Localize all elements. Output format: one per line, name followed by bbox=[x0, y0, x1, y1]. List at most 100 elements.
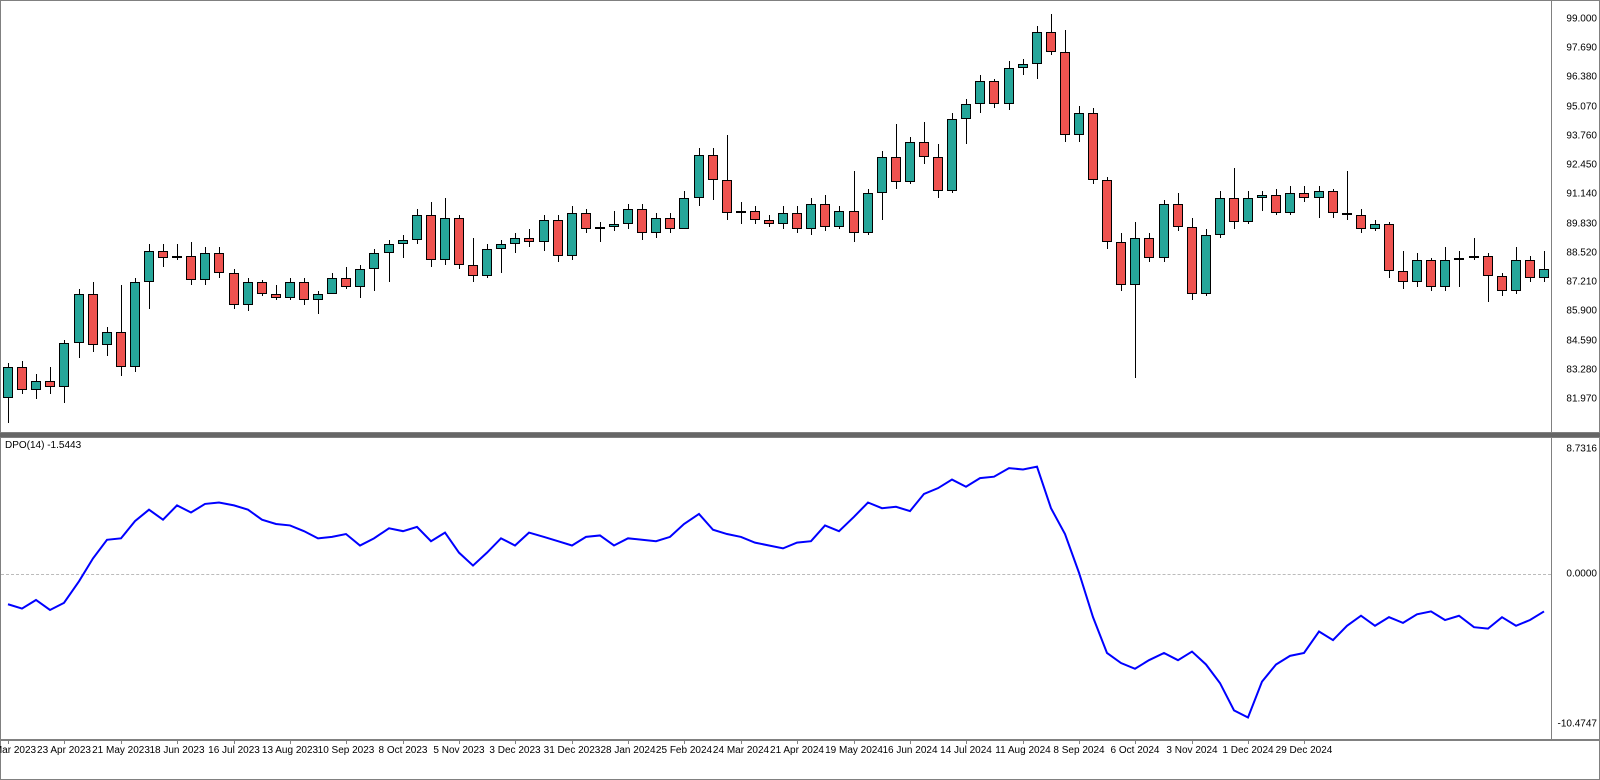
candle-up[interactable] bbox=[1004, 68, 1014, 104]
candle-up[interactable] bbox=[863, 193, 873, 233]
candle-up[interactable] bbox=[1314, 191, 1324, 198]
candle-up[interactable] bbox=[496, 244, 506, 248]
candle-down[interactable] bbox=[45, 381, 55, 388]
candle-down[interactable] bbox=[229, 273, 239, 304]
price-panel[interactable]: 81.97083.28084.59085.90087.21088.52089.8… bbox=[0, 0, 1600, 433]
candle-down[interactable] bbox=[1497, 276, 1507, 292]
price-chart-area[interactable] bbox=[1, 1, 1551, 432]
candle-down[interactable] bbox=[158, 251, 168, 258]
candle-up[interactable] bbox=[609, 224, 619, 226]
candle-up[interactable] bbox=[1469, 256, 1479, 258]
candle-up[interactable] bbox=[1215, 198, 1225, 236]
candle-down[interactable] bbox=[257, 282, 267, 293]
candle-up[interactable] bbox=[1412, 260, 1422, 282]
candle-down[interactable] bbox=[849, 211, 859, 233]
candle-down[interactable] bbox=[1384, 224, 1394, 271]
candle-up[interactable] bbox=[243, 282, 253, 304]
candle-up[interactable] bbox=[1018, 64, 1028, 68]
candle-down[interactable] bbox=[1271, 195, 1281, 213]
candle-down[interactable] bbox=[637, 209, 647, 234]
candle-down[interactable] bbox=[891, 157, 901, 182]
candle-down[interactable] bbox=[214, 253, 224, 273]
candle-down[interactable] bbox=[468, 265, 478, 276]
candle-up[interactable] bbox=[975, 81, 985, 103]
candle-up[interactable] bbox=[285, 282, 295, 298]
candle-up[interactable] bbox=[694, 155, 704, 197]
candle-up[interactable] bbox=[355, 269, 365, 287]
candle-down[interactable] bbox=[1398, 271, 1408, 282]
candle-down[interactable] bbox=[1102, 180, 1112, 243]
candle-up[interactable] bbox=[1511, 260, 1521, 291]
candle-up[interactable] bbox=[1370, 224, 1380, 228]
candle-down[interactable] bbox=[1483, 256, 1493, 276]
candle-up[interactable] bbox=[1159, 204, 1169, 258]
candle-down[interactable] bbox=[17, 367, 27, 389]
candle-down[interactable] bbox=[581, 213, 591, 229]
candle-up[interactable] bbox=[398, 240, 408, 244]
candle-down[interactable] bbox=[1426, 260, 1436, 287]
indicator-panel[interactable]: DPO(14) -1.5443 8.73160.0000-10.4747 bbox=[0, 437, 1600, 740]
candle-up[interactable] bbox=[369, 253, 379, 269]
candle-down[interactable] bbox=[1229, 198, 1239, 223]
candle-down[interactable] bbox=[1299, 193, 1309, 197]
candle-down[interactable] bbox=[1342, 213, 1352, 215]
candle-up[interactable] bbox=[778, 213, 788, 224]
candle-up[interactable] bbox=[440, 218, 450, 260]
candle-up[interactable] bbox=[1285, 193, 1295, 213]
candle-up[interactable] bbox=[31, 381, 41, 390]
candle-down[interactable] bbox=[665, 218, 675, 229]
candle-up[interactable] bbox=[539, 220, 549, 242]
candle-down[interactable] bbox=[722, 180, 732, 213]
candle-down[interactable] bbox=[186, 256, 196, 281]
candle-up[interactable] bbox=[651, 218, 661, 234]
candle-up[interactable] bbox=[130, 282, 140, 367]
candle-down[interactable] bbox=[454, 218, 464, 265]
candle-down[interactable] bbox=[299, 282, 309, 300]
candle-up[interactable] bbox=[1243, 198, 1253, 223]
candle-down[interactable] bbox=[919, 142, 929, 158]
candle-down[interactable] bbox=[116, 332, 126, 368]
candle-up[interactable] bbox=[1440, 260, 1450, 287]
candle-down[interactable] bbox=[1144, 238, 1154, 258]
candle-down[interactable] bbox=[553, 220, 563, 256]
candle-down[interactable] bbox=[271, 294, 281, 298]
candle-up[interactable] bbox=[834, 211, 844, 227]
candle-up[interactable] bbox=[384, 244, 394, 253]
candle-down[interactable] bbox=[1328, 191, 1338, 213]
candle-down[interactable] bbox=[989, 81, 999, 103]
candle-up[interactable] bbox=[595, 227, 605, 229]
candle-up[interactable] bbox=[482, 249, 492, 276]
candle-up[interactable] bbox=[59, 343, 69, 388]
candle-down[interactable] bbox=[1173, 204, 1183, 226]
candle-up[interactable] bbox=[102, 332, 112, 345]
candle-up[interactable] bbox=[947, 119, 957, 190]
candle-down[interactable] bbox=[1060, 52, 1070, 135]
candle-up[interactable] bbox=[313, 294, 323, 301]
candle-up[interactable] bbox=[1539, 269, 1549, 278]
candle-down[interactable] bbox=[1187, 227, 1197, 294]
candle-up[interactable] bbox=[1257, 195, 1267, 197]
candle-up[interactable] bbox=[172, 256, 182, 258]
candle-up[interactable] bbox=[1201, 235, 1211, 293]
candle-up[interactable] bbox=[961, 104, 971, 120]
candle-up[interactable] bbox=[623, 209, 633, 225]
candle-up[interactable] bbox=[1130, 238, 1140, 285]
candle-down[interactable] bbox=[764, 220, 774, 224]
candle-down[interactable] bbox=[750, 211, 760, 220]
candle-up[interactable] bbox=[200, 253, 210, 280]
candle-down[interactable] bbox=[524, 238, 534, 242]
candle-down[interactable] bbox=[1116, 242, 1126, 284]
candle-up[interactable] bbox=[144, 251, 154, 282]
indicator-chart-area[interactable] bbox=[1, 438, 1551, 739]
candle-up[interactable] bbox=[877, 157, 887, 193]
candle-down[interactable] bbox=[88, 294, 98, 345]
candle-down[interactable] bbox=[820, 204, 830, 226]
candle-up[interactable] bbox=[905, 142, 915, 182]
candle-down[interactable] bbox=[1088, 113, 1098, 180]
candle-down[interactable] bbox=[792, 213, 802, 229]
candle-down[interactable] bbox=[933, 157, 943, 190]
candle-up[interactable] bbox=[567, 213, 577, 255]
candle-down[interactable] bbox=[1525, 260, 1535, 278]
candle-up[interactable] bbox=[74, 294, 84, 343]
candle-up[interactable] bbox=[1074, 113, 1084, 135]
